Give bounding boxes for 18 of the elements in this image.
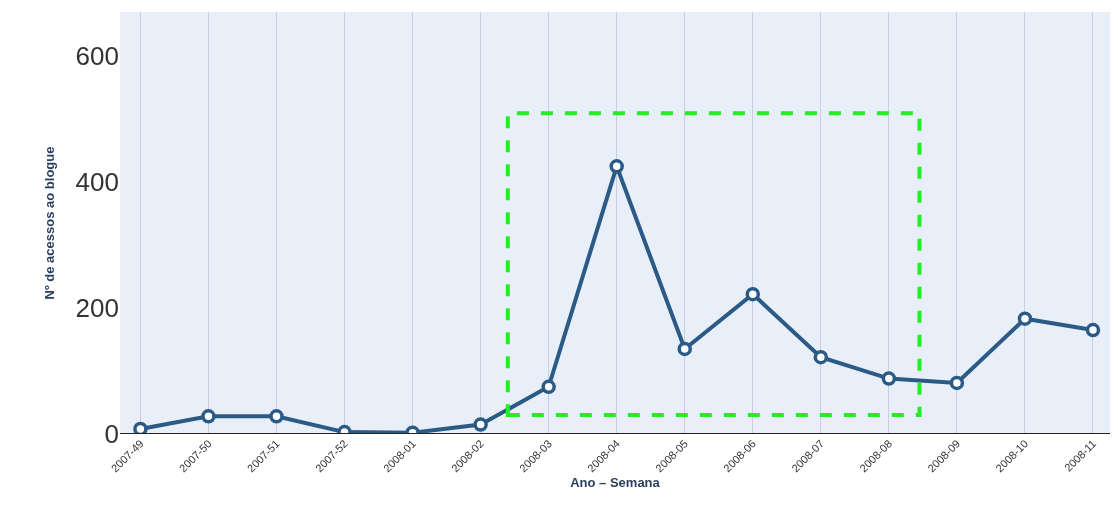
point bbox=[609, 159, 624, 174]
y-axis-title: Nº de acessos ao blogue bbox=[41, 146, 57, 300]
point bbox=[473, 417, 488, 432]
y-tick-label: 200 bbox=[75, 293, 119, 324]
point bbox=[541, 379, 556, 395]
point bbox=[881, 371, 897, 386]
point bbox=[133, 421, 148, 434]
point bbox=[813, 349, 829, 365]
point bbox=[745, 286, 761, 302]
y-tick-label: 400 bbox=[75, 167, 119, 198]
y-tick-label: 600 bbox=[75, 41, 119, 72]
point bbox=[201, 409, 216, 424]
point bbox=[677, 341, 692, 357]
point bbox=[1085, 322, 1101, 338]
point bbox=[949, 375, 965, 391]
point bbox=[269, 409, 284, 424]
x-axis-title: Ano – Semana bbox=[570, 474, 661, 490]
point bbox=[1017, 311, 1033, 326]
